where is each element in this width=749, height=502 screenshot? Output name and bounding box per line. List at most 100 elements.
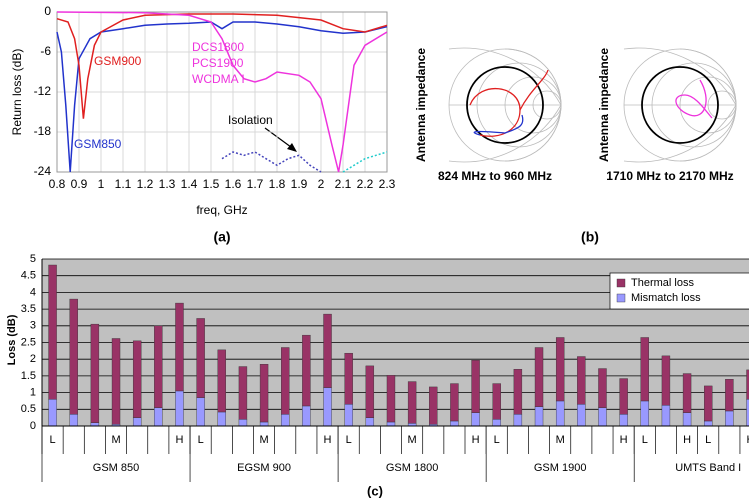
- x-axis-label: freq, GHz: [196, 203, 247, 217]
- x-tick-label: H: [324, 434, 332, 446]
- bar-segment: [386, 375, 396, 423]
- bar-segment: [238, 419, 248, 427]
- bar-segment: [682, 412, 692, 427]
- annotation: PCS1900: [192, 56, 244, 70]
- y-tick-label: 3.5: [21, 303, 36, 315]
- y-axis-label: Loss (dB): [6, 314, 18, 365]
- bar-segment: [492, 383, 501, 420]
- bar-segment: [175, 390, 184, 427]
- x-tick-label: 1.8: [269, 177, 286, 191]
- group-label: GSM 1800: [386, 462, 439, 474]
- bar-segment: [429, 386, 438, 425]
- bar-segment: [365, 417, 375, 427]
- legend-swatch: [616, 293, 626, 303]
- bar-segment: [450, 383, 459, 422]
- y-tick-label: -12: [34, 84, 52, 98]
- bar-segment: [534, 347, 544, 407]
- line-series: [221, 151, 322, 173]
- x-tick-label: M: [556, 434, 565, 446]
- bar-segment: [704, 385, 713, 422]
- y-tick-label: -6: [40, 44, 51, 58]
- bar-segment: [598, 407, 607, 427]
- legend-box: [609, 272, 749, 310]
- line-series: [56, 11, 388, 173]
- x-tick-label: H: [620, 434, 628, 446]
- x-tick-label: 2.2: [357, 177, 374, 191]
- x-tick-label: L: [346, 434, 352, 446]
- bar-segment: [259, 364, 269, 423]
- x-tick-label: 2.3: [379, 177, 396, 191]
- x-tick-label: 1.5: [203, 177, 220, 191]
- x-tick-label: L: [642, 434, 648, 446]
- legend-swatch: [616, 278, 626, 288]
- annotation: DCS1800: [192, 40, 244, 54]
- bar-segment: [69, 298, 78, 415]
- bar-segment: [407, 381, 417, 424]
- x-tick-label: H: [747, 434, 749, 446]
- y-tick-label: 1.5: [21, 370, 36, 382]
- bar-segment: [471, 360, 480, 413]
- bar-segment: [196, 397, 205, 427]
- bar-segment: [577, 356, 586, 405]
- y-tick-label: 1: [30, 387, 36, 399]
- x-tick-label: L: [494, 434, 500, 446]
- y-tick-label: 3: [30, 320, 36, 332]
- bar-segment: [492, 419, 501, 427]
- x-tick-label: H: [175, 434, 183, 446]
- bar-segment: [302, 405, 311, 427]
- series-label: GSM900: [94, 54, 142, 68]
- bar-segment: [386, 421, 396, 427]
- x-tick-label: 1.7: [247, 177, 264, 191]
- y-tick-label: 0.5: [21, 403, 36, 415]
- y-tick-label: 4: [30, 286, 36, 298]
- x-tick-label: 1.9: [291, 177, 308, 191]
- bar-segment: [111, 338, 121, 425]
- caption: (c): [367, 483, 383, 498]
- bar-segment: [132, 417, 142, 427]
- legend-label: Mismatch loss: [631, 292, 701, 304]
- bar-segment: [555, 337, 565, 402]
- x-tick-label: 1: [98, 177, 105, 191]
- x-tick-label: 1.1: [115, 177, 132, 191]
- bar-segment: [661, 355, 671, 406]
- bar-segment: [344, 352, 353, 405]
- bar-segment: [555, 400, 565, 427]
- bar-segment: [682, 373, 692, 413]
- bar-segment: [704, 420, 713, 427]
- annotation: WCDMA I: [192, 72, 245, 86]
- bar-segment: [598, 368, 607, 408]
- bar-segment: [725, 379, 734, 412]
- bar-segment: [746, 399, 749, 427]
- x-tick-label: 0.9: [71, 177, 88, 191]
- x-tick-label: L: [50, 434, 56, 446]
- bar-segment: [90, 422, 100, 427]
- x-tick-label: 1.3: [159, 177, 176, 191]
- line-series: [56, 13, 388, 119]
- bar-segment: [302, 334, 311, 407]
- bar-segment: [69, 414, 78, 427]
- bar-segment: [640, 400, 649, 427]
- bar-segment: [48, 399, 57, 427]
- x-tick-label: 1.4: [181, 177, 198, 191]
- y-axis-label: Antenna impedance: [414, 48, 428, 162]
- bar-segment: [323, 387, 332, 427]
- y-axis-label: Return loss (dB): [10, 49, 24, 136]
- group-label: GSM 1900: [534, 462, 587, 474]
- caption: (a): [213, 229, 230, 245]
- bar-segment: [238, 366, 248, 420]
- series-label: GSM850: [74, 137, 122, 151]
- bar-segment: [175, 302, 184, 392]
- y-tick-label: 2: [30, 353, 36, 365]
- bar-segment: [513, 414, 523, 427]
- line-series: [56, 21, 388, 173]
- bar-segment: [746, 369, 749, 400]
- x-tick-label: 1.2: [137, 177, 154, 191]
- bar-segment: [48, 264, 57, 400]
- x-tick-label: M: [408, 434, 417, 446]
- group-label: EGSM 900: [237, 462, 291, 474]
- bar-segment: [513, 369, 523, 415]
- plot-frame: [56, 11, 388, 173]
- bar-segment: [471, 412, 480, 427]
- bar-segment: [154, 325, 163, 408]
- x-tick-label: H: [683, 434, 691, 446]
